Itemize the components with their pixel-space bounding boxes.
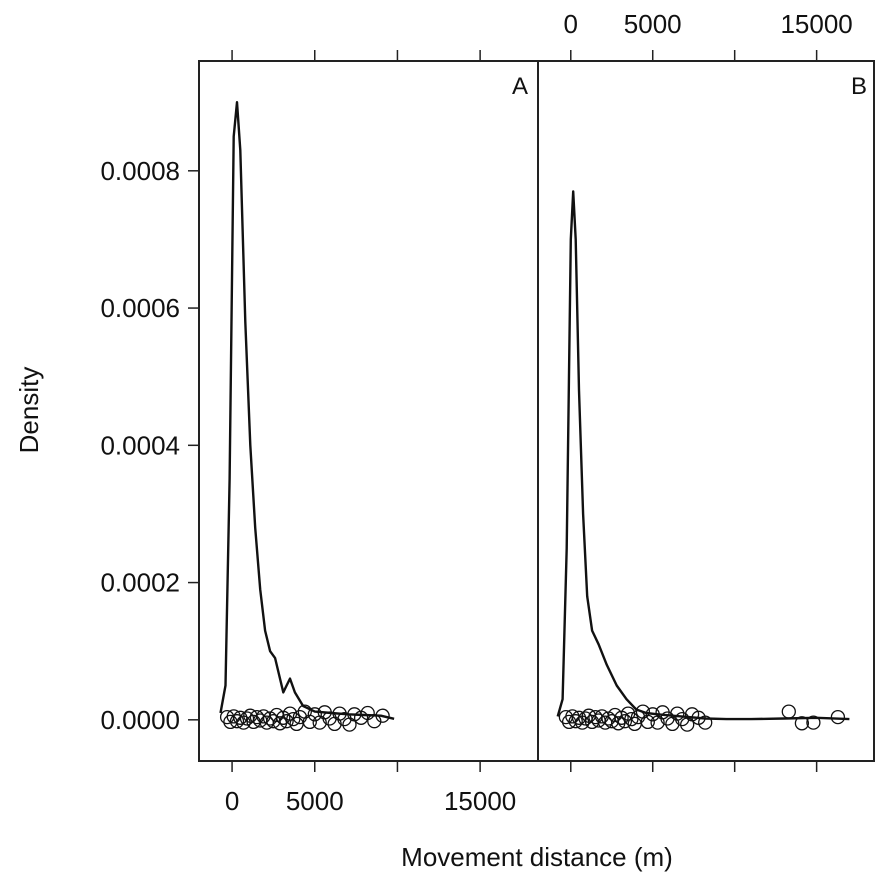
observation-point <box>698 715 713 730</box>
density-curve-panel-b <box>556 190 850 721</box>
observation-point <box>375 708 390 723</box>
observation-point <box>781 704 796 719</box>
y-tick-label: 0.0004 <box>100 430 180 460</box>
observation-point <box>286 711 301 727</box>
y-tick-label: 0.0000 <box>100 705 180 735</box>
x-tick-label-bottom: 15000 <box>444 786 516 816</box>
observation-point <box>624 711 639 727</box>
y-tick-label: 0.0008 <box>100 156 180 186</box>
panel-b-label: B <box>851 73 867 100</box>
observation-point <box>670 706 685 721</box>
y-tick-label: 0.0006 <box>100 293 180 323</box>
observation-point <box>279 714 294 729</box>
observation-point <box>645 707 660 722</box>
x-axis-label: Movement distance (m) <box>401 842 673 872</box>
x-tick-label-bottom: 0 <box>225 786 239 816</box>
marks-layer <box>219 100 850 732</box>
axes-layer: 0.0000 0.0002 0.0004 0.0006 0.0008 0 0 5000 5000… <box>100 9 852 816</box>
y-tick-label: 0.0002 <box>100 568 180 598</box>
density-curve-panel-a <box>219 100 395 720</box>
x-tick-label-top: 0 <box>564 9 578 39</box>
panel-a-label: A <box>512 73 528 100</box>
observation-point <box>332 706 347 721</box>
observation-point <box>830 709 846 725</box>
observation-point <box>568 714 583 729</box>
observation-point <box>680 717 695 732</box>
observation-point <box>327 716 342 732</box>
observation-point <box>630 709 646 725</box>
observation-point <box>684 707 700 722</box>
y-axis-label: Density <box>14 367 44 454</box>
observation-point <box>806 715 821 730</box>
x-tick-label-top: 5000 <box>624 9 682 39</box>
observation-point <box>367 714 382 729</box>
observation-point <box>229 714 245 729</box>
observation-point <box>302 714 317 730</box>
panel-b-frame <box>537 60 875 762</box>
observation-point <box>640 714 655 730</box>
observation-point <box>617 714 633 729</box>
x-tick-label-bottom: 5000 <box>286 786 344 816</box>
observation-point <box>342 717 357 732</box>
observation-point <box>307 707 322 722</box>
observation-point <box>794 716 810 731</box>
observation-point <box>571 710 587 725</box>
observation-point <box>233 710 248 725</box>
x-tick-label-top: 15000 <box>780 9 852 39</box>
